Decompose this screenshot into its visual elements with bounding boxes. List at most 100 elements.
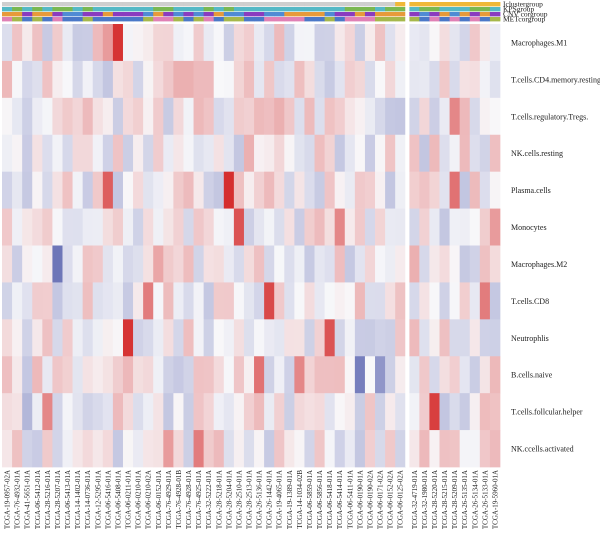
track-cell: [82, 2, 94, 7]
heatmap-cell: [92, 24, 104, 62]
track-cell: [449, 7, 461, 12]
heatmap-cell: [133, 356, 144, 394]
track-cell: [264, 2, 275, 7]
heatmap-cell: [82, 208, 94, 246]
track-cell: [395, 12, 406, 17]
track-cell: [284, 7, 295, 12]
track-cell: [163, 7, 174, 12]
track-cell: [163, 2, 174, 7]
heatmap-cell: [274, 97, 285, 136]
heatmap-cell: [375, 60, 386, 99]
row-label: T.cells.regulatory.Tregs.: [511, 112, 588, 121]
heatmap-cell: [203, 134, 215, 173]
heatmap-cell: [143, 393, 154, 431]
heatmap-cell: [254, 356, 265, 394]
track-cell: [489, 7, 501, 12]
track-cell: [203, 7, 215, 12]
track-cell: [324, 17, 336, 22]
heatmap-cell: [395, 393, 406, 431]
heatmap-cell: [42, 245, 53, 283]
row-label: NK.cells.resting: [511, 149, 563, 158]
track-cell: [233, 12, 245, 17]
heatmap-cell: [22, 319, 33, 357]
heatmap-cell: [395, 60, 406, 99]
track-cell: [92, 12, 104, 17]
track-cell: [304, 17, 315, 22]
heatmap-cell: [183, 171, 194, 209]
heatmap-cell: [385, 24, 396, 62]
heatmap-cell: [92, 319, 104, 357]
track-cell: [72, 12, 84, 17]
heatmap-cell: [395, 171, 406, 209]
heatmap-cell: [153, 393, 164, 431]
heatmap-cell: [264, 134, 275, 173]
heatmap-cell: [223, 97, 235, 136]
heatmap-cell: [395, 319, 406, 357]
heatmap-cell: [419, 134, 430, 173]
heatmap-cell: [52, 208, 63, 246]
heatmap-cell: [304, 393, 315, 431]
track-cell: [122, 2, 134, 7]
heatmap-cell: [324, 97, 336, 136]
heatmap-cell: [449, 24, 461, 62]
column-label: TCGA-28-5215-01A: [441, 470, 449, 529]
heatmap-cell: [52, 171, 63, 209]
heatmap-cell: [133, 393, 144, 431]
heatmap-cell: [479, 356, 491, 394]
heatmap-cell: [42, 282, 53, 320]
heatmap-cell: [314, 393, 325, 431]
column-label: TCGA-26-5134-01A: [471, 470, 479, 529]
track-cell: [213, 17, 225, 22]
track-cell: [12, 12, 23, 17]
track-cell: [459, 17, 471, 22]
track-cell: [2, 7, 13, 12]
heatmap-cell: [419, 60, 430, 99]
column-label: TCGA-76-4929-01A: [165, 470, 173, 529]
heatmap-cell: [284, 319, 295, 357]
track-cell: [344, 17, 356, 22]
heatmap-cell: [223, 319, 235, 357]
heatmap-cell: [439, 356, 450, 394]
track-cell: [419, 12, 430, 17]
heatmap-cell: [469, 208, 481, 246]
heatmap-cell: [419, 245, 430, 283]
heatmap-cell: [12, 134, 23, 173]
heatmap-cell: [203, 393, 215, 431]
track-cell: [469, 17, 481, 22]
heatmap-cell: [284, 245, 295, 283]
heatmap-cell: [133, 134, 144, 173]
track-cell: [254, 7, 265, 12]
column-label: TCGA-06-5856-01A: [316, 470, 324, 529]
heatmap-cell: [469, 356, 481, 394]
track-cell: [133, 12, 144, 17]
heatmap-cell: [264, 97, 275, 136]
heatmap-cell: [102, 245, 114, 283]
track-cell: [223, 2, 235, 7]
heatmap-cell: [489, 245, 501, 283]
heatmap-cell: [82, 134, 94, 173]
heatmap-cell: [52, 356, 63, 394]
column-label: TCGA-06-0190-01A: [356, 470, 364, 529]
column-label: TCGA-26-5136-01A: [256, 470, 264, 529]
heatmap-cell: [489, 24, 501, 62]
column-label: TCGA-06-5416-01A: [104, 470, 112, 529]
heatmap-cell: [354, 171, 366, 209]
track-cell: [143, 12, 154, 17]
track-cell: [72, 2, 84, 7]
heatmap-cell: [143, 60, 154, 99]
heatmap-cell: [72, 208, 83, 246]
heatmap-cell: [459, 282, 471, 320]
heatmap-cell: [233, 97, 245, 136]
heatmap-cell: [82, 282, 94, 320]
track-cell: [42, 17, 53, 22]
heatmap-cell: [122, 134, 134, 173]
heatmap-cell: [102, 208, 114, 246]
heatmap-cell: [82, 356, 94, 394]
heatmap-cell: [102, 60, 114, 99]
heatmap-cell: [213, 208, 225, 246]
heatmap-cell: [324, 356, 336, 394]
heatmap-cell: [409, 97, 420, 136]
heatmap-cell: [102, 393, 114, 431]
heatmap-cell: [274, 208, 285, 246]
heatmap-cell: [254, 24, 265, 62]
